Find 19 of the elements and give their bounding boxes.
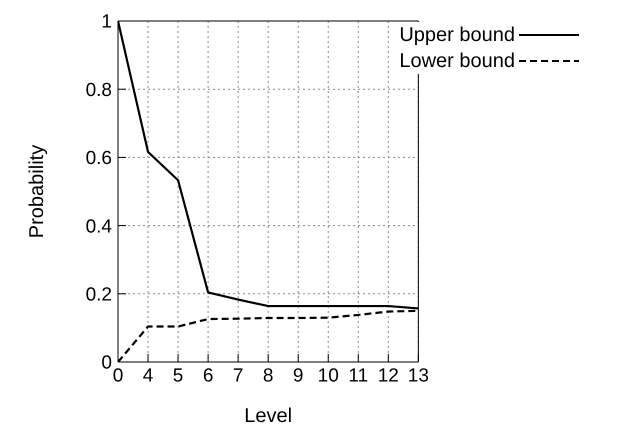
y-axis-title: Probability bbox=[26, 144, 48, 238]
x-tick-label: 4 bbox=[142, 365, 154, 386]
x-tick-label: 6 bbox=[202, 365, 214, 386]
x-axis-title: Level bbox=[244, 405, 292, 427]
x-tick-label: 9 bbox=[292, 365, 304, 386]
x-tick-label: 5 bbox=[172, 365, 184, 386]
x-tick-label: 13 bbox=[408, 365, 429, 386]
y-tick-label: 0.4 bbox=[86, 216, 112, 238]
legend-label: Upper bound bbox=[399, 23, 515, 48]
y-tick-label: 1 bbox=[101, 12, 112, 33]
x-tick-label: 7 bbox=[232, 365, 244, 386]
y-tick-label: 0.8 bbox=[86, 80, 112, 101]
y-tick-label: 0.6 bbox=[86, 148, 112, 170]
legend-label: Lower bound bbox=[399, 49, 515, 74]
x-tick-label: 8 bbox=[262, 365, 274, 386]
x-tick-label: 11 bbox=[348, 365, 368, 386]
x-tick-label: 10 bbox=[318, 365, 339, 386]
y-tick-label: 0.2 bbox=[86, 284, 112, 306]
x-tick-label: 12 bbox=[378, 365, 399, 386]
